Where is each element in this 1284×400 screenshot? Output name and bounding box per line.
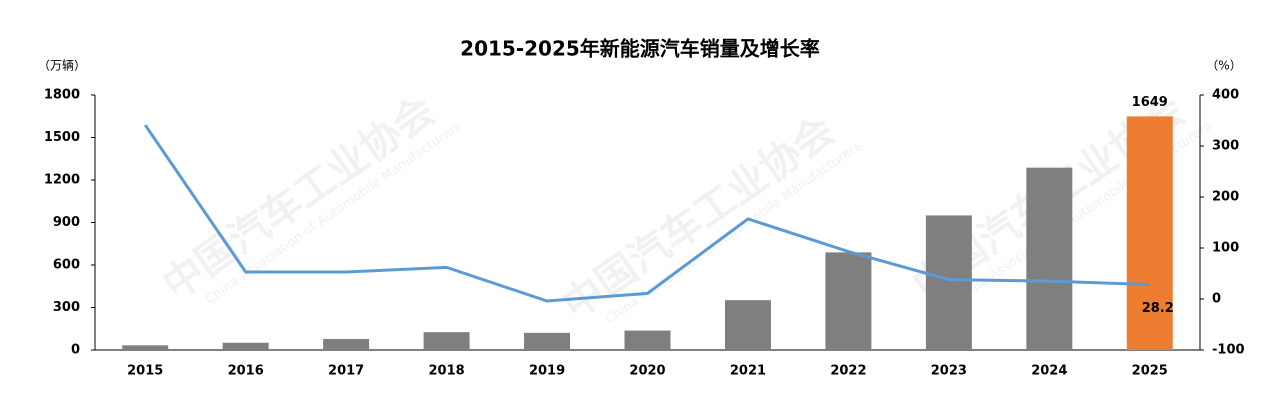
y-axis-label: （万辆）	[38, 59, 86, 73]
x-tick-label: 2016	[228, 364, 264, 379]
line	[143, 124, 1150, 303]
y-tick-label: 600	[53, 258, 80, 273]
bar	[1026, 167, 1073, 350]
data-label: 28.2	[1142, 301, 1174, 316]
y2-tick-label: 200	[1212, 190, 1239, 205]
y2-tick-label: 0	[1212, 292, 1221, 307]
watermark: 中国汽车工业协会	[155, 88, 444, 309]
bar	[925, 215, 972, 350]
bar	[724, 300, 771, 350]
x-tick-label: 2024	[1031, 364, 1067, 379]
bar	[624, 330, 671, 350]
x-tick-label: 2015	[127, 364, 163, 379]
y2-tick-label: 100	[1212, 241, 1239, 256]
bar	[1126, 116, 1173, 351]
bar	[323, 338, 370, 350]
y-tick-label: 1500	[44, 130, 80, 145]
y-tick-label: 0	[71, 343, 80, 358]
y-tick-label: 1200	[44, 173, 80, 188]
chart-title: 2015-2025年新能源汽车销量及增长率	[460, 37, 820, 61]
x-tick-label: 2021	[730, 364, 766, 379]
y2-axis-label: （%）	[1206, 59, 1241, 73]
x-tick-label: 2025	[1132, 364, 1168, 379]
x-tick-label: 2018	[428, 364, 464, 379]
bar	[122, 345, 169, 350]
bar	[423, 332, 470, 350]
x-tick-label: 2023	[931, 364, 967, 379]
y-tick-label: 900	[53, 215, 80, 230]
bar	[825, 252, 872, 350]
data-label: 1649	[1132, 95, 1168, 110]
x-tick-label: 2022	[830, 364, 866, 379]
bar	[524, 332, 571, 350]
y2-tick-label: -100	[1212, 343, 1245, 358]
x-tick-label: 2020	[629, 364, 665, 379]
y2-tick-label: 400	[1212, 88, 1239, 103]
y-tick-label: 1800	[44, 88, 80, 103]
y2-tick-label: 300	[1212, 139, 1239, 154]
x-tick-label: 2019	[529, 364, 565, 379]
bar	[222, 342, 269, 350]
y-tick-label: 300	[53, 300, 80, 315]
x-tick-label: 2017	[328, 364, 364, 379]
